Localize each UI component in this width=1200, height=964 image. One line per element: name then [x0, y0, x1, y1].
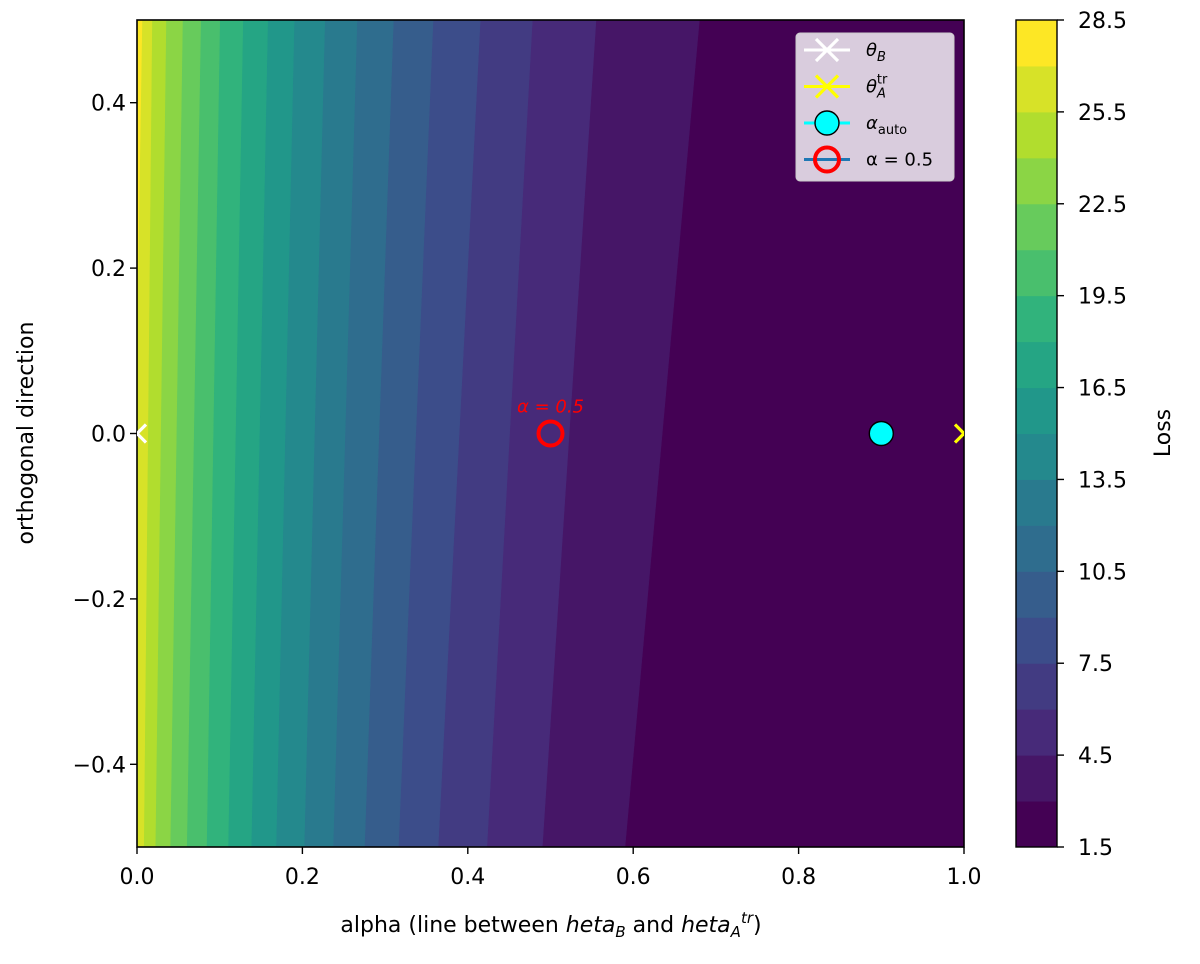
- colorbar-tick-label: 19.5: [1078, 285, 1127, 310]
- y-tick-label: 0.4: [91, 92, 126, 117]
- colorbar-tick-label: 13.5: [1078, 468, 1127, 493]
- colorbar-band: [1016, 617, 1057, 664]
- colorbar-band: [1016, 20, 1057, 67]
- y-tick-label: 0.0: [91, 423, 126, 448]
- colorbar-band: [1016, 203, 1057, 251]
- colorbar-band: [1016, 433, 1057, 480]
- legend-label: θAtr: [866, 73, 888, 102]
- legend-marker: [814, 110, 840, 136]
- colorbar-band: [1016, 111, 1057, 159]
- x-tick-label: 1.0: [947, 865, 982, 890]
- colorbar: 1.5 4.5 7.5 10.5 13.5 16.5 19.5 22.5 25.5 28.5: [1015, 9, 1127, 861]
- legend-label: θB: [866, 40, 886, 65]
- alpha_auto-marker: [868, 420, 894, 447]
- x-axis-label: alpha (line between hetaB and hetaAtr): [340, 909, 761, 941]
- colorbar-tick-label: 22.5: [1078, 193, 1127, 218]
- x-tick-label: 0.6: [616, 865, 651, 890]
- legend-label: α = 0.5: [866, 150, 933, 171]
- alpha-half-annotation: α = 0.5: [517, 397, 584, 418]
- colorbar-band: [1016, 801, 1057, 848]
- y-tick-label: −0.4: [73, 753, 126, 778]
- y-tick-label: −0.2: [73, 588, 126, 613]
- contour-band: [137, 20, 143, 349]
- colorbar-band: [1016, 663, 1057, 710]
- colorbar-tick-label: 10.5: [1078, 560, 1127, 585]
- colorbar-band: [1016, 709, 1057, 756]
- legend-box: [795, 32, 955, 182]
- colorbar-frame: [1015, 19, 1058, 848]
- plot-area: [137, 20, 964, 847]
- colorbar-band: [1016, 295, 1057, 343]
- colorbar-band: [1016, 755, 1057, 802]
- y-axis: −0.4 −0.2 0.0 0.2 0.4: [73, 92, 137, 778]
- colorbar-tick-label: 25.5: [1078, 101, 1127, 126]
- legend-entry: θB: [804, 37, 886, 65]
- contour-band: [137, 20, 153, 847]
- colorbar-band: [1016, 387, 1057, 434]
- x-tick-label: 0.2: [285, 865, 320, 890]
- legend-entry: θAtr: [804, 73, 888, 102]
- legend-entry: αauto: [804, 110, 907, 138]
- colorbar-band: [1016, 571, 1057, 618]
- legend-marker: [813, 145, 841, 174]
- theta_A_tr-marker: [953, 423, 964, 444]
- y-tick-label: 0.2: [91, 257, 126, 282]
- markers: α = 0.5: [137, 397, 964, 448]
- colorbar-tick-label: 1.5: [1078, 836, 1113, 861]
- legend-marker: [814, 74, 840, 99]
- legend-marker: [814, 37, 840, 63]
- alpha_half-marker: [536, 419, 565, 448]
- colorbar-tick-label: 28.5: [1078, 9, 1127, 34]
- colorbar-label: Loss: [1151, 409, 1176, 457]
- legend-entry: α = 0.5: [804, 145, 933, 174]
- colorbar-tick-label: 7.5: [1078, 652, 1113, 677]
- colorbar-tick-label: 16.5: [1078, 377, 1127, 402]
- colorbar-tick-label: 4.5: [1078, 744, 1113, 769]
- x-tick-label: 0.0: [120, 865, 155, 890]
- colorbar-band: [1016, 341, 1057, 389]
- x-tick-label: 0.4: [450, 865, 485, 890]
- theta_B-marker: [137, 423, 148, 444]
- colorbar-band: [1016, 479, 1057, 526]
- colorbar-band: [1016, 249, 1057, 297]
- legend-label: αauto: [866, 113, 907, 138]
- colorbar-band: [1016, 525, 1057, 572]
- x-tick-label: 0.8: [781, 865, 816, 890]
- colorbar-band: [1016, 65, 1057, 113]
- legend: θB θAtr αauto α = 0.5: [795, 32, 955, 182]
- y-axis-label: orthogonal direction: [14, 322, 39, 545]
- colorbar-band: [1016, 157, 1057, 205]
- x-axis: 0.0 0.2 0.4 0.6 0.8 1.0: [120, 847, 982, 890]
